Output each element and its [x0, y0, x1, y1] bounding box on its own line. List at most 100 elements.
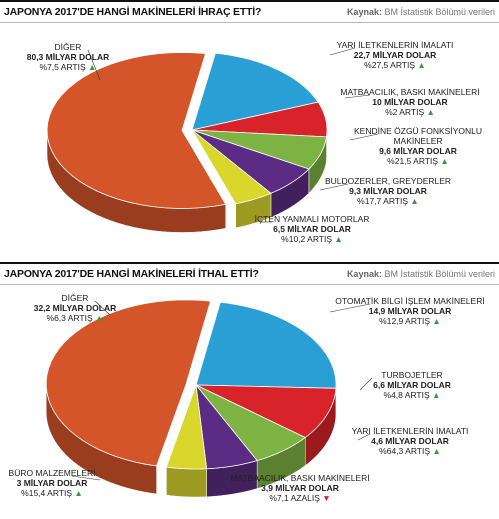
value-label: 6,6 MİLYAR DOLAR: [373, 380, 451, 390]
trend-arrow: ▲: [88, 62, 97, 72]
pie-slice: [191, 129, 272, 205]
category-label: KENDİNE ÖZGÜ FONKSİYONLU MAKİNELER: [354, 126, 482, 146]
leader-line: [329, 47, 356, 56]
category-label: İÇTEN YANMALI MOTORLAR: [254, 214, 370, 224]
slice-label: DİĞER 80,3 MİLYAR DOLAR %7,5 ARTIŞ ▲: [0, 42, 143, 72]
change-line: %27,5 ARTIŞ ▲: [310, 60, 480, 70]
trend-arrow: ▲: [432, 390, 441, 400]
source-label: Kaynak:: [346, 269, 382, 279]
pie-slice: [195, 384, 307, 462]
source: Kaynak: BM İstatistik Bölümü verileri: [347, 269, 495, 279]
leader-line: [357, 433, 371, 441]
change-line: %7,5 ARTIŞ ▲: [0, 62, 143, 72]
category-label: BULDOZERLER, GREYDERLER: [324, 176, 452, 186]
category-label: MATBAACILIK, BASKI MAKİNELERİ: [230, 473, 370, 483]
category-label: BÜRO MALZEMELERİ: [8, 468, 96, 478]
chart-header: JAPONYA 2017'DE HANGİ MAKİNELERİ İHRAÇ E…: [0, 0, 499, 23]
leader-line: [329, 303, 371, 313]
change-label: %2 ARTIŞ: [385, 107, 425, 117]
pie-slice: [191, 101, 328, 138]
change-label: %7,5 ARTIŞ: [39, 62, 86, 72]
change-line: %64,3 ARTIŞ ▲: [330, 446, 490, 456]
pie-slice: [165, 384, 208, 470]
slice-label: BULDOZERLER, GREYDERLER 9,3 MİLYAR DOLAR%…: [303, 176, 473, 206]
source-text: BM İstatistik Bölümü verileri: [384, 269, 495, 279]
leader-line: [94, 300, 111, 316]
change-line: %10,2 ARTIŞ ▲: [232, 234, 392, 244]
value-label: 10 MİLYAR DOLAR: [372, 97, 448, 107]
value-label: 6,5 MİLYAR DOLAR: [273, 224, 351, 234]
pie-slice: [45, 299, 212, 467]
source-text: BM İstatistik Bölümü verileri: [384, 7, 495, 17]
slice-label: KENDİNE ÖZGÜ FONKSİYONLU MAKİNELER 9,6 Mİ…: [348, 126, 488, 166]
change-label: %7,1 AZALIŞ: [269, 493, 320, 503]
slice-label: YARI İLETKENLERİN İMALATI 4,6 MİLYAR DOLA…: [330, 426, 490, 456]
slice-label: TURBOJETLER 6,6 MİLYAR DOLAR %4,8 ARTIŞ ▲: [337, 370, 487, 400]
change-label: %12,9 ARTIŞ: [379, 316, 431, 326]
change-label: %4,8 ARTIŞ: [383, 390, 430, 400]
trend-arrow: ▲: [432, 316, 441, 326]
value-label: 3 MİLYAR DOLAR: [16, 478, 88, 488]
change-label: %17,7 ARTIŞ: [357, 196, 409, 206]
change-line: %21,5 ARTIŞ ▲: [348, 156, 488, 166]
category-label: OTOMATİK BİLGİ İŞLEM MAKİNELERİ: [335, 296, 485, 306]
pie-slice: [195, 383, 258, 470]
slice-label: OTOMATİK BİLGİ İŞLEM MAKİNELERİ 14,9 MİLY…: [315, 296, 499, 326]
trend-arrow: ▼: [322, 493, 331, 503]
change-line: %6,3 ARTIŞ ▲: [0, 313, 150, 323]
trend-arrow: ▲: [74, 488, 83, 498]
value-label: 3,9 MİLYAR DOLAR: [261, 483, 339, 493]
pie-slice: [191, 129, 327, 170]
value-label: 9,3 MİLYAR DOLAR: [349, 186, 427, 196]
category-label: YARI İLETKENLERİN İMALATI: [336, 40, 454, 50]
change-line: %12,9 ARTIŞ ▲: [315, 316, 499, 326]
pie: [46, 52, 328, 233]
trend-arrow: ▲: [95, 313, 104, 323]
leader-line: [71, 475, 101, 481]
value-label: 14,9 MİLYAR DOLAR: [368, 306, 452, 316]
pie-slice: [46, 52, 227, 209]
change-line: %7,1 AZALIŞ ▼: [215, 493, 385, 503]
chart-title: JAPONYA 2017'DE HANGİ MAKİNELERİ İHRAÇ E…: [4, 6, 262, 18]
chart-header: JAPONYA 2017'DE HANGİ MAKİNELERİ İTHAL E…: [0, 262, 499, 285]
value-label: 22,7 MİLYAR DOLAR: [353, 50, 437, 60]
trend-arrow: ▲: [432, 446, 441, 456]
value-label: 9,6 MİLYAR DOLAR: [379, 146, 457, 156]
category-label: DİĞER: [61, 293, 89, 303]
change-label: %21,5 ARTIŞ: [387, 156, 439, 166]
category-label: DİĞER: [54, 42, 82, 52]
leader-line: [87, 49, 101, 81]
slice-label: DİĞER 32,2 MİLYAR DOLAR %6,3 ARTIŞ ▲: [0, 293, 150, 323]
slice-label: İÇTEN YANMALI MOTORLAR 6,5 MİLYAR DOLAR %1…: [232, 214, 392, 244]
leader-line: [349, 133, 379, 141]
pie-slice: [195, 384, 337, 439]
change-label: %6,3 ARTIŞ: [46, 313, 93, 323]
category-label: TURBOJETLER: [381, 370, 443, 380]
leader-line: [239, 469, 261, 482]
value-label: 4,6 MİLYAR DOLAR: [371, 436, 449, 446]
trend-arrow: ▲: [417, 60, 426, 70]
pie-slice: [191, 129, 310, 194]
trend-arrow: ▲: [426, 107, 435, 117]
leader-line: [359, 377, 373, 391]
change-label: %15,4 ARTIŞ: [21, 488, 73, 498]
chart-title: JAPONYA 2017'DE HANGİ MAKİNELERİ İTHAL E…: [4, 268, 259, 280]
pie-slice: [191, 52, 319, 131]
pie: [45, 299, 337, 498]
slice-label: MATBAACILIK, BASKI MAKİNELERİ 10 MİLYAR D…: [325, 87, 495, 117]
pie-slice: [195, 301, 337, 389]
change-line: %4,8 ARTIŞ ▲: [337, 390, 487, 400]
category-label: YARI İLETKENLERİN İMALATI: [351, 426, 469, 436]
change-line: %17,7 ARTIŞ ▲: [303, 196, 473, 206]
value-label: 80,3 MİLYAR DOLAR: [26, 52, 110, 62]
leader-line: [319, 183, 349, 191]
source: Kaynak: BM İstatistik Bölümü verileri: [347, 7, 495, 17]
slice-label: YARI İLETKENLERİN İMALATI 22,7 MİLYAR DOL…: [310, 40, 480, 70]
trend-arrow: ▲: [440, 156, 449, 166]
change-label: %10,2 ARTIŞ: [281, 234, 333, 244]
slice-label: BÜRO MALZEMELERİ 3 MİLYAR DOLAR %15,4 ARTI…: [0, 468, 107, 498]
source-label: Kaynak:: [346, 7, 382, 17]
slice-side: [166, 466, 207, 498]
